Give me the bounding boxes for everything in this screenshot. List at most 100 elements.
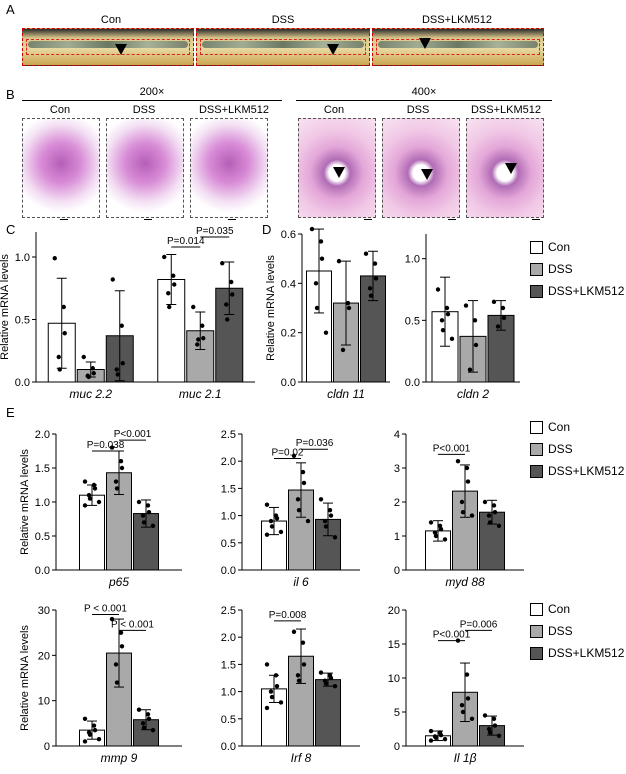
data-point	[87, 732, 93, 737]
data-point	[82, 503, 88, 508]
data-point	[442, 537, 448, 542]
data-point	[332, 683, 338, 689]
y-tick-label: 10	[38, 696, 50, 708]
data-point	[87, 496, 93, 501]
data-point	[224, 302, 229, 307]
data-point	[323, 681, 329, 686]
data-point	[469, 513, 475, 518]
data-point	[120, 361, 125, 366]
data-point	[191, 304, 196, 310]
data-point	[119, 644, 125, 649]
y-tick-label: 1.0	[221, 511, 236, 523]
x-category-label: cldn 2	[457, 387, 489, 401]
legend-swatch	[530, 464, 543, 478]
p-value-label: P=0.038	[87, 440, 125, 451]
data-point	[295, 673, 301, 678]
legend-label: DSS	[548, 624, 573, 638]
data-point	[345, 300, 351, 306]
data-point	[114, 367, 119, 372]
p-value-label: P=0.014	[167, 236, 205, 247]
data-point	[459, 703, 465, 708]
data-point	[273, 673, 279, 678]
legend-top: Con DSS DSS+LKM512	[530, 236, 624, 302]
x-category-label: myd 88	[445, 575, 485, 589]
data-point	[323, 330, 329, 335]
data-point	[269, 524, 275, 529]
y-tick-label: 1.0	[15, 252, 30, 264]
p-value-label: P < 0.001	[84, 604, 127, 615]
data-point	[172, 282, 177, 287]
data-point	[264, 532, 270, 537]
data-point	[332, 535, 338, 540]
panel-b-label-con: Con	[49, 104, 71, 116]
data-point	[81, 354, 86, 360]
chart-e-myd88: 0 1 2 3 4 myd 88 P<0.001	[394, 429, 524, 589]
data-point	[296, 678, 302, 683]
data-point	[113, 662, 119, 667]
data-point	[118, 459, 124, 464]
panel-a-image-con	[22, 28, 194, 66]
data-point	[435, 287, 441, 292]
y-tick-label: 5	[394, 707, 400, 719]
data-point	[118, 630, 124, 635]
data-point	[336, 258, 342, 264]
data-point	[274, 516, 280, 521]
bar-dss-lkm512	[315, 679, 341, 747]
panel-b-label-dss: DSS	[132, 104, 156, 116]
p-value-label: P=0.036	[296, 438, 334, 449]
data-point	[500, 305, 506, 311]
data-point	[496, 733, 502, 738]
data-point	[86, 493, 92, 498]
y-tick-label: 1.0	[221, 687, 236, 699]
data-point	[328, 513, 334, 518]
data-point	[346, 305, 352, 311]
data-point	[487, 520, 493, 525]
panel-letter-d: D	[262, 222, 272, 237]
data-point	[62, 331, 67, 336]
data-point	[225, 317, 230, 322]
data-point	[196, 337, 201, 342]
data-point	[264, 502, 270, 507]
legend-mid: Con DSS DSS+LKM512	[530, 416, 624, 482]
data-point	[90, 366, 95, 371]
data-point	[91, 371, 96, 376]
data-point	[146, 716, 152, 721]
y-tick-label: 2.0	[221, 632, 236, 644]
data-point	[201, 336, 206, 341]
data-point	[464, 672, 470, 677]
data-point	[313, 281, 319, 286]
data-point	[269, 694, 275, 700]
data-point	[465, 696, 471, 701]
legend-label: DSS+LKM512	[548, 284, 625, 298]
p-value-label: P<0.001	[114, 429, 152, 440]
data-point	[291, 453, 297, 458]
y-tick-label: 1	[394, 531, 400, 543]
data-point	[363, 251, 369, 256]
data-point	[318, 670, 324, 675]
data-point	[444, 305, 450, 311]
p-value-label: P < 0.001	[111, 619, 154, 630]
data-point	[449, 336, 455, 342]
panel-letter-b: B	[6, 87, 15, 102]
y-tick-label: 20	[38, 650, 50, 662]
data-point	[296, 507, 302, 513]
data-point	[114, 486, 120, 491]
y-tick-label: 30	[38, 605, 50, 617]
data-point	[268, 518, 274, 524]
data-point	[460, 709, 466, 715]
data-point	[455, 459, 461, 464]
y-tick-label: 0.0	[221, 565, 236, 577]
panel-b-label-dss-400: DSS	[406, 104, 430, 116]
y-tick-label: 0	[394, 741, 400, 753]
data-point	[496, 523, 502, 528]
data-point	[482, 713, 488, 718]
legend-label: DSS	[548, 262, 573, 276]
arrow-icon	[505, 163, 517, 174]
data-point	[445, 311, 451, 317]
legend-swatch	[530, 240, 543, 254]
legend-swatch	[530, 262, 543, 276]
legend-swatch	[530, 284, 543, 298]
y-tick-label: 0.5	[221, 714, 236, 726]
y-axis-label: Relative mRNA levels	[19, 449, 31, 555]
